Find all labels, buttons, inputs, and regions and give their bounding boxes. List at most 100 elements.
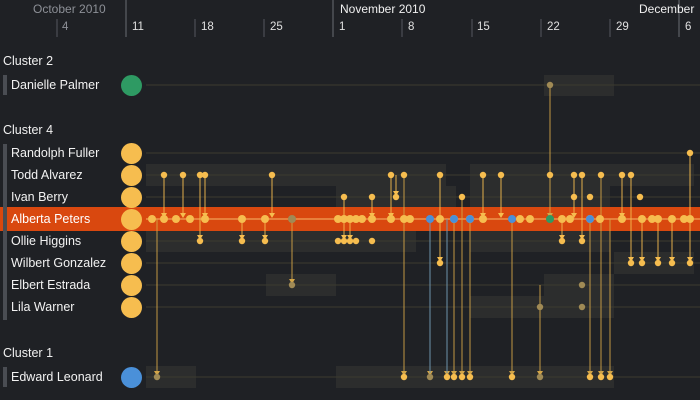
event-dot — [578, 303, 586, 311]
event-dot — [334, 215, 342, 223]
event-dot — [558, 215, 566, 223]
event-dot — [627, 171, 635, 179]
event-dot — [400, 171, 408, 179]
event-dot — [334, 237, 342, 245]
event-dot — [458, 373, 466, 381]
person-row-alberta-peters[interactable]: Alberta Peters — [0, 209, 146, 230]
day-tick-label: 6 — [685, 21, 692, 33]
event-dot — [153, 373, 161, 381]
event-dot — [387, 171, 395, 179]
arrow-icon — [607, 371, 613, 376]
person-name: Lila Warner — [11, 300, 75, 314]
event-dot — [238, 237, 246, 245]
event-dot — [578, 171, 586, 179]
person-avatar[interactable] — [121, 253, 142, 274]
person-avatar[interactable] — [121, 143, 142, 164]
person-avatar[interactable] — [121, 165, 142, 186]
person-row-wilbert-gonzalez[interactable]: Wilbert Gonzalez — [0, 253, 146, 274]
event-dot — [387, 215, 395, 223]
person-avatar[interactable] — [121, 75, 142, 96]
event-dot — [638, 215, 646, 223]
person-row-elbert-estrada[interactable]: Elbert Estrada — [0, 275, 146, 296]
person-avatar[interactable] — [121, 231, 142, 252]
event-dot — [597, 373, 605, 381]
person-name: Edward Leonard — [11, 370, 103, 384]
arrow-icon — [687, 257, 693, 262]
arrow-icon — [571, 213, 577, 218]
cluster-label: Cluster 4 — [3, 123, 54, 137]
person-row-randolph-fuller[interactable]: Randolph Fuller — [0, 143, 146, 164]
person-name: Danielle Palmer — [11, 78, 100, 92]
event-dot — [450, 373, 458, 381]
arrow-icon — [537, 371, 543, 376]
event-dot — [458, 193, 466, 201]
event-dot — [636, 193, 644, 201]
event-dot — [340, 237, 348, 245]
person-avatar[interactable] — [121, 367, 142, 388]
event-dot — [436, 215, 444, 223]
event-dot — [196, 237, 204, 245]
event-dot — [596, 215, 604, 223]
day-tick-label: 25 — [270, 21, 283, 33]
person-row-danielle-palmer[interactable]: Danielle Palmer — [0, 75, 146, 96]
person-name: Wilbert Gonzalez — [11, 256, 107, 270]
event-dot — [436, 259, 444, 267]
arrow-icon — [197, 235, 203, 240]
event-dot — [497, 171, 505, 179]
event-dot — [261, 215, 269, 223]
event-dot — [546, 81, 554, 89]
event-dot — [680, 215, 688, 223]
arrow-icon — [289, 279, 295, 284]
person-avatar[interactable] — [121, 209, 142, 230]
event-dot — [546, 215, 554, 223]
day-tick-label: 15 — [477, 21, 490, 33]
event-dot — [597, 171, 605, 179]
event-dot — [654, 259, 662, 267]
person-row-edward-leonard[interactable]: Edward Leonard — [0, 367, 146, 388]
arrow-icon — [628, 257, 634, 262]
event-dot — [668, 259, 676, 267]
person-name: Elbert Estrada — [11, 278, 91, 292]
month-label-december: December — [639, 2, 695, 16]
person-avatar[interactable] — [121, 187, 142, 208]
event-dot — [288, 281, 296, 289]
arrow-icon — [655, 257, 661, 262]
day-tick-label: 8 — [408, 21, 415, 33]
person-name: Ivan Berry — [11, 190, 68, 204]
person-row-ollie-higgins[interactable]: Ollie Higgins — [0, 231, 146, 252]
event-dot — [288, 215, 296, 223]
arrow-icon — [269, 213, 275, 218]
event-dot — [426, 215, 434, 223]
arrow-icon — [393, 191, 399, 196]
arrow-icon — [579, 235, 585, 240]
day-tick-label: 11 — [132, 21, 144, 33]
cluster-bar — [3, 75, 7, 95]
event-dot — [160, 215, 168, 223]
event-dot — [201, 215, 209, 223]
event-dot — [352, 215, 360, 223]
arrow-icon — [239, 235, 245, 240]
event-dot — [648, 215, 656, 223]
event-dot — [400, 373, 408, 381]
person-row-todd-alvarez[interactable]: Todd Alvarez — [0, 165, 146, 186]
event-dot — [443, 373, 451, 381]
person-row-ivan-berry[interactable]: Ivan Berry — [0, 187, 146, 208]
event-dot — [406, 215, 414, 223]
person-avatar[interactable] — [121, 297, 142, 318]
event-dot — [179, 171, 187, 179]
arrow-icon — [451, 371, 457, 376]
arrow-icon — [437, 257, 443, 262]
event-dot — [346, 237, 354, 245]
person-name: Ollie Higgins — [11, 234, 82, 248]
event-dot — [268, 171, 276, 179]
event-dot — [606, 373, 614, 381]
event-dot — [450, 215, 458, 223]
event-dot — [586, 193, 594, 201]
event-dot — [340, 215, 348, 223]
person-row-lila-warner[interactable]: Lila Warner — [0, 297, 146, 318]
person-avatar[interactable] — [121, 275, 142, 296]
event-dot — [526, 215, 534, 223]
event-dot — [566, 215, 574, 223]
